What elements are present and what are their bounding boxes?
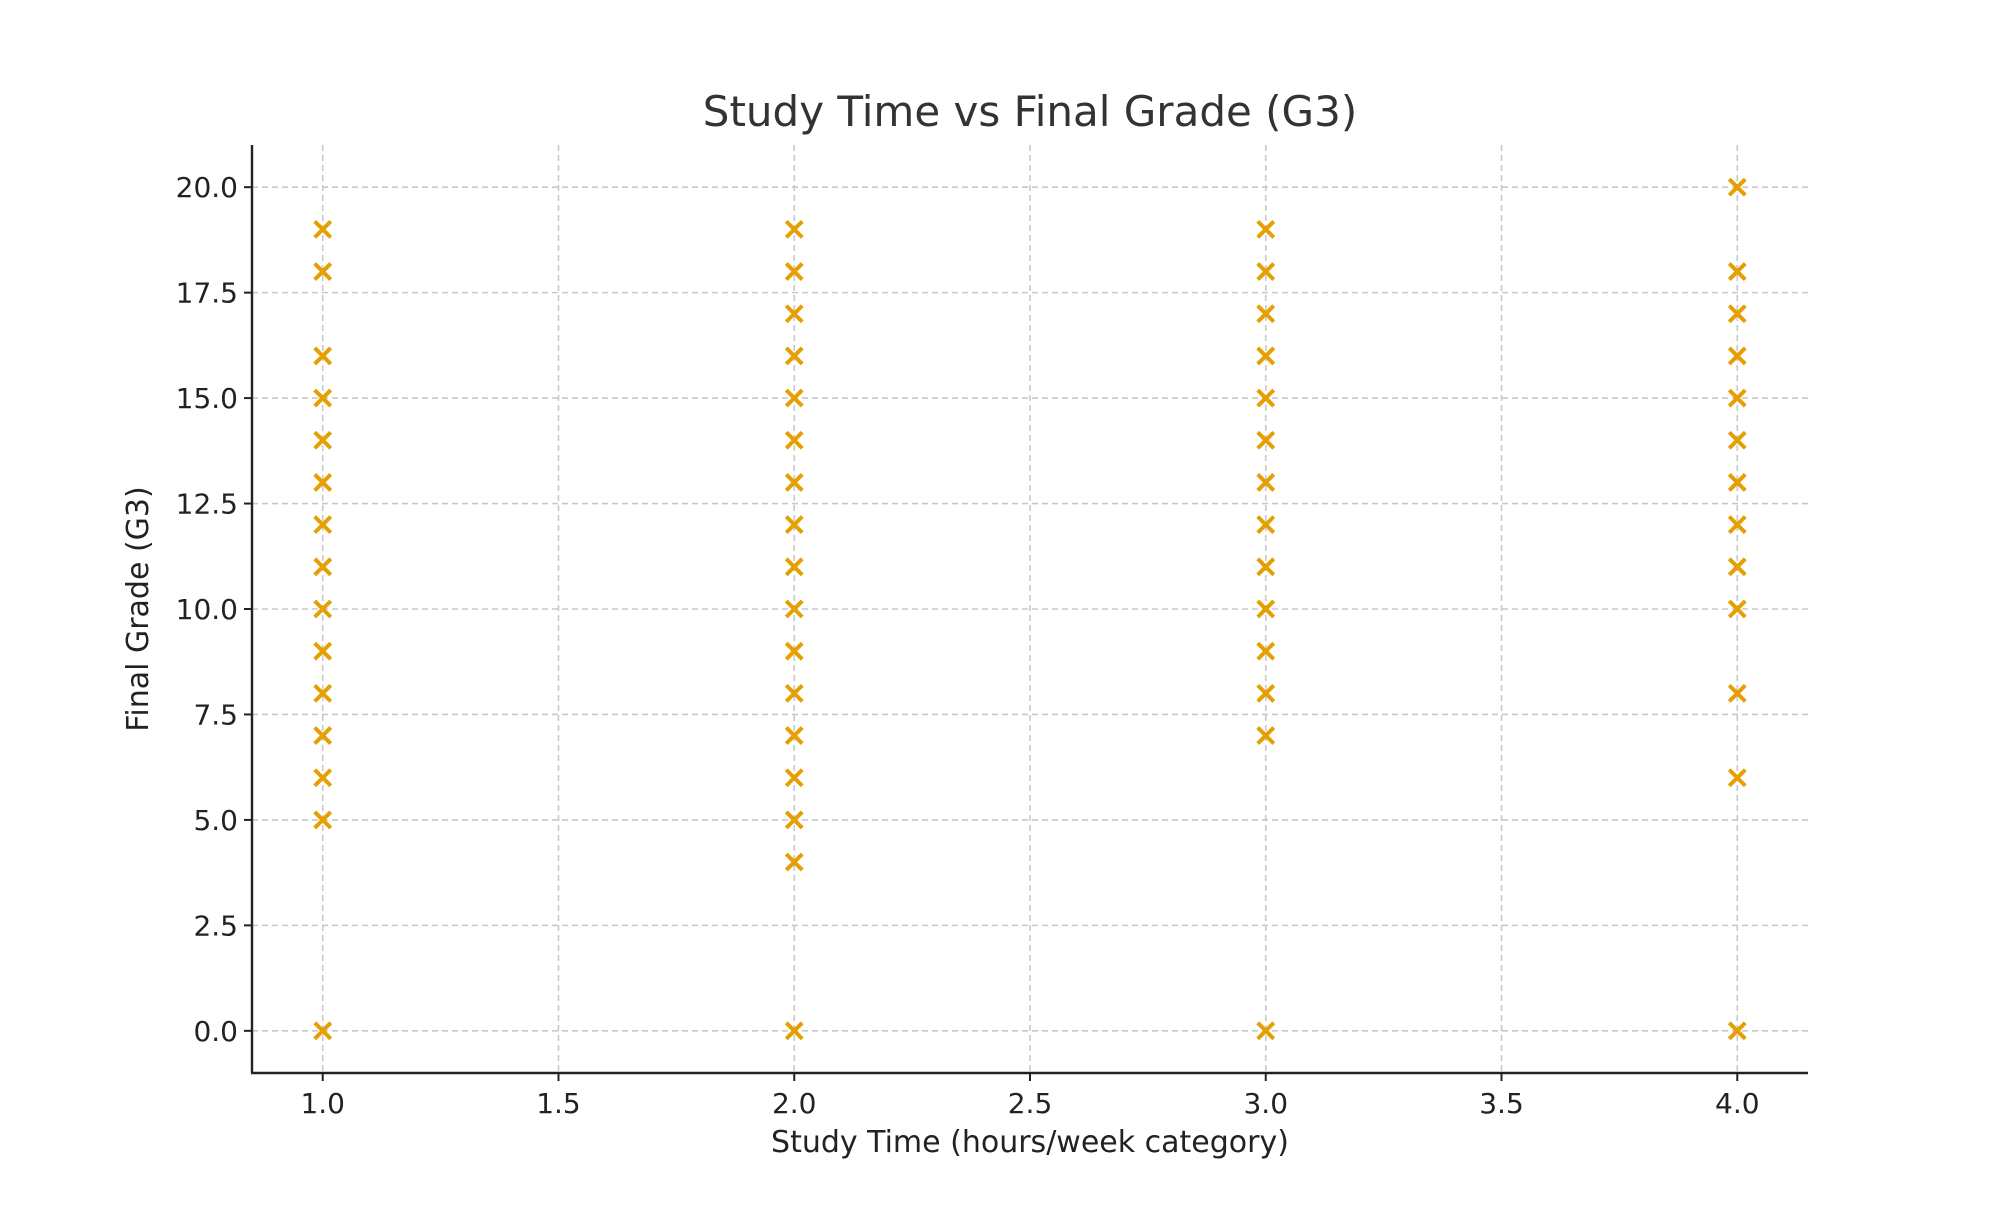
x-tick-label: 3.0 (1243, 1087, 1288, 1120)
x-tick-label: 1.5 (536, 1087, 581, 1120)
data-point (1256, 515, 1276, 535)
data-point (784, 219, 804, 239)
data-point (1256, 262, 1276, 281)
data-point (1727, 1021, 1747, 1041)
data-point (1727, 262, 1747, 281)
data-point (784, 683, 804, 703)
data-point (1256, 641, 1276, 661)
data-point (1727, 683, 1747, 703)
data-point (313, 473, 333, 492)
data-point (784, 557, 804, 577)
data-point (1256, 473, 1276, 492)
data-point (1727, 304, 1747, 324)
data-point (1256, 430, 1276, 450)
y-axis-label: Final Grade (G3) (121, 486, 156, 731)
data-point (313, 219, 333, 239)
y-tick-label: 0.0 (193, 1015, 238, 1048)
y-tick-label: 5.0 (193, 804, 238, 837)
data-point (1727, 473, 1747, 492)
x-axis-label: Study Time (hours/week category) (771, 1125, 1289, 1160)
data-point (313, 641, 333, 661)
data-point (313, 599, 333, 619)
data-point (313, 768, 333, 788)
data-point (313, 810, 333, 830)
data-point (784, 810, 804, 830)
grid (252, 145, 1808, 1073)
data-point (784, 430, 804, 450)
y-tick-label: 20.0 (176, 171, 238, 204)
data-point (784, 1021, 804, 1041)
x-tick-label: 1.0 (300, 1087, 345, 1120)
data-point (1727, 177, 1747, 197)
data-point (1256, 726, 1276, 745)
data-point (313, 430, 333, 450)
data-point (1727, 599, 1747, 619)
data-point (784, 599, 804, 619)
data-point (784, 304, 804, 324)
y-tick-label: 10.0 (176, 593, 238, 626)
data-point (313, 683, 333, 703)
y-tick-label: 17.5 (176, 277, 238, 310)
data-point (1256, 346, 1276, 366)
x-tick-label: 3.5 (1479, 1087, 1524, 1120)
y-tick-label: 7.5 (193, 698, 238, 731)
data-point (784, 768, 804, 788)
data-point (1727, 388, 1747, 408)
data-point (1256, 219, 1276, 239)
data-point (313, 515, 333, 535)
data-point (784, 641, 804, 661)
data-point (313, 726, 333, 745)
data-point (784, 852, 804, 872)
data-points (313, 177, 1747, 1041)
y-tick-label: 2.5 (193, 909, 238, 942)
data-point (1256, 599, 1276, 619)
data-point (1256, 388, 1276, 408)
data-point (1256, 1021, 1276, 1041)
x-tick-label: 2.0 (772, 1087, 817, 1120)
x-tick-label: 2.5 (1008, 1087, 1053, 1120)
data-point (784, 515, 804, 535)
ticks: 1.0 1.5 2.0 2.5 3.0 3.5 4.0 0.0 2.5 5.0 7.5 10.0 12.… (176, 171, 1760, 1120)
data-point (313, 388, 333, 408)
data-point (1256, 557, 1276, 577)
chart-title: Study Time vs Final Grade (G3) (703, 87, 1357, 136)
y-tick-label: 12.5 (176, 488, 238, 521)
data-point (313, 262, 333, 281)
data-point (313, 557, 333, 577)
y-tick-label: 15.0 (176, 382, 238, 415)
data-point (1727, 346, 1747, 366)
data-point (313, 346, 333, 366)
data-point (784, 726, 804, 745)
data-point (784, 473, 804, 492)
x-tick-label: 4.0 (1715, 1087, 1760, 1120)
data-point (1727, 557, 1747, 577)
data-point (1256, 304, 1276, 324)
data-point (784, 262, 804, 281)
data-point (784, 346, 804, 366)
data-point (1727, 768, 1747, 788)
data-point (1727, 515, 1747, 535)
data-point (313, 1021, 333, 1041)
data-point (784, 388, 804, 408)
data-point (1256, 683, 1276, 703)
data-point (1727, 430, 1747, 450)
